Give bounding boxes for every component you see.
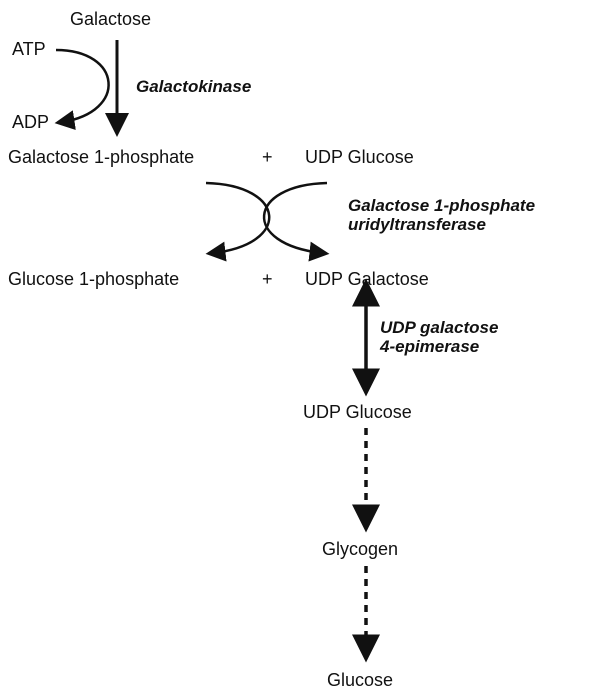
glucose-1-phosphate-label: Glucose 1-phosphate xyxy=(8,269,180,289)
plus-sign-1: + xyxy=(262,147,273,167)
glycogen-label: Glycogen xyxy=(322,539,399,559)
galactose-label: Galactose xyxy=(70,9,152,29)
plus-sign-2: + xyxy=(262,269,273,289)
udp-glucose-label-1: UDP Glucose xyxy=(305,147,414,167)
atp-label: ATP xyxy=(12,39,46,59)
galactose-1-phosphate-label: Galactose 1-phosphate xyxy=(8,147,195,167)
udp-glucose-label-2: UDP Glucose xyxy=(303,402,412,422)
epimerase-line-1: UDP galactose xyxy=(380,318,499,337)
epimerase-label: UDP galactose 4-epimerase xyxy=(380,318,498,356)
epimerase-line-2: 4-epimerase xyxy=(380,337,480,357)
transferase-curve-right xyxy=(262,181,330,262)
atp-adp-curve-arrow xyxy=(54,48,110,131)
uridyltransferase-line-1: Galactose 1-phosphate xyxy=(348,196,536,215)
uridyltransferase-label: Galactose 1-phosphate uridyltransferase xyxy=(348,196,535,234)
uridyltransferase-line-2: uridyltransferase xyxy=(348,215,486,235)
glucose-label: Glucose xyxy=(327,670,394,690)
adp-label: ADP xyxy=(12,112,50,132)
udp-galactose-label: UDP Galactose xyxy=(305,269,429,289)
transferase-curve-left xyxy=(205,181,271,262)
galactokinase-label: Galactokinase xyxy=(136,77,251,96)
galactokinase-text: Galactokinase xyxy=(136,77,252,96)
